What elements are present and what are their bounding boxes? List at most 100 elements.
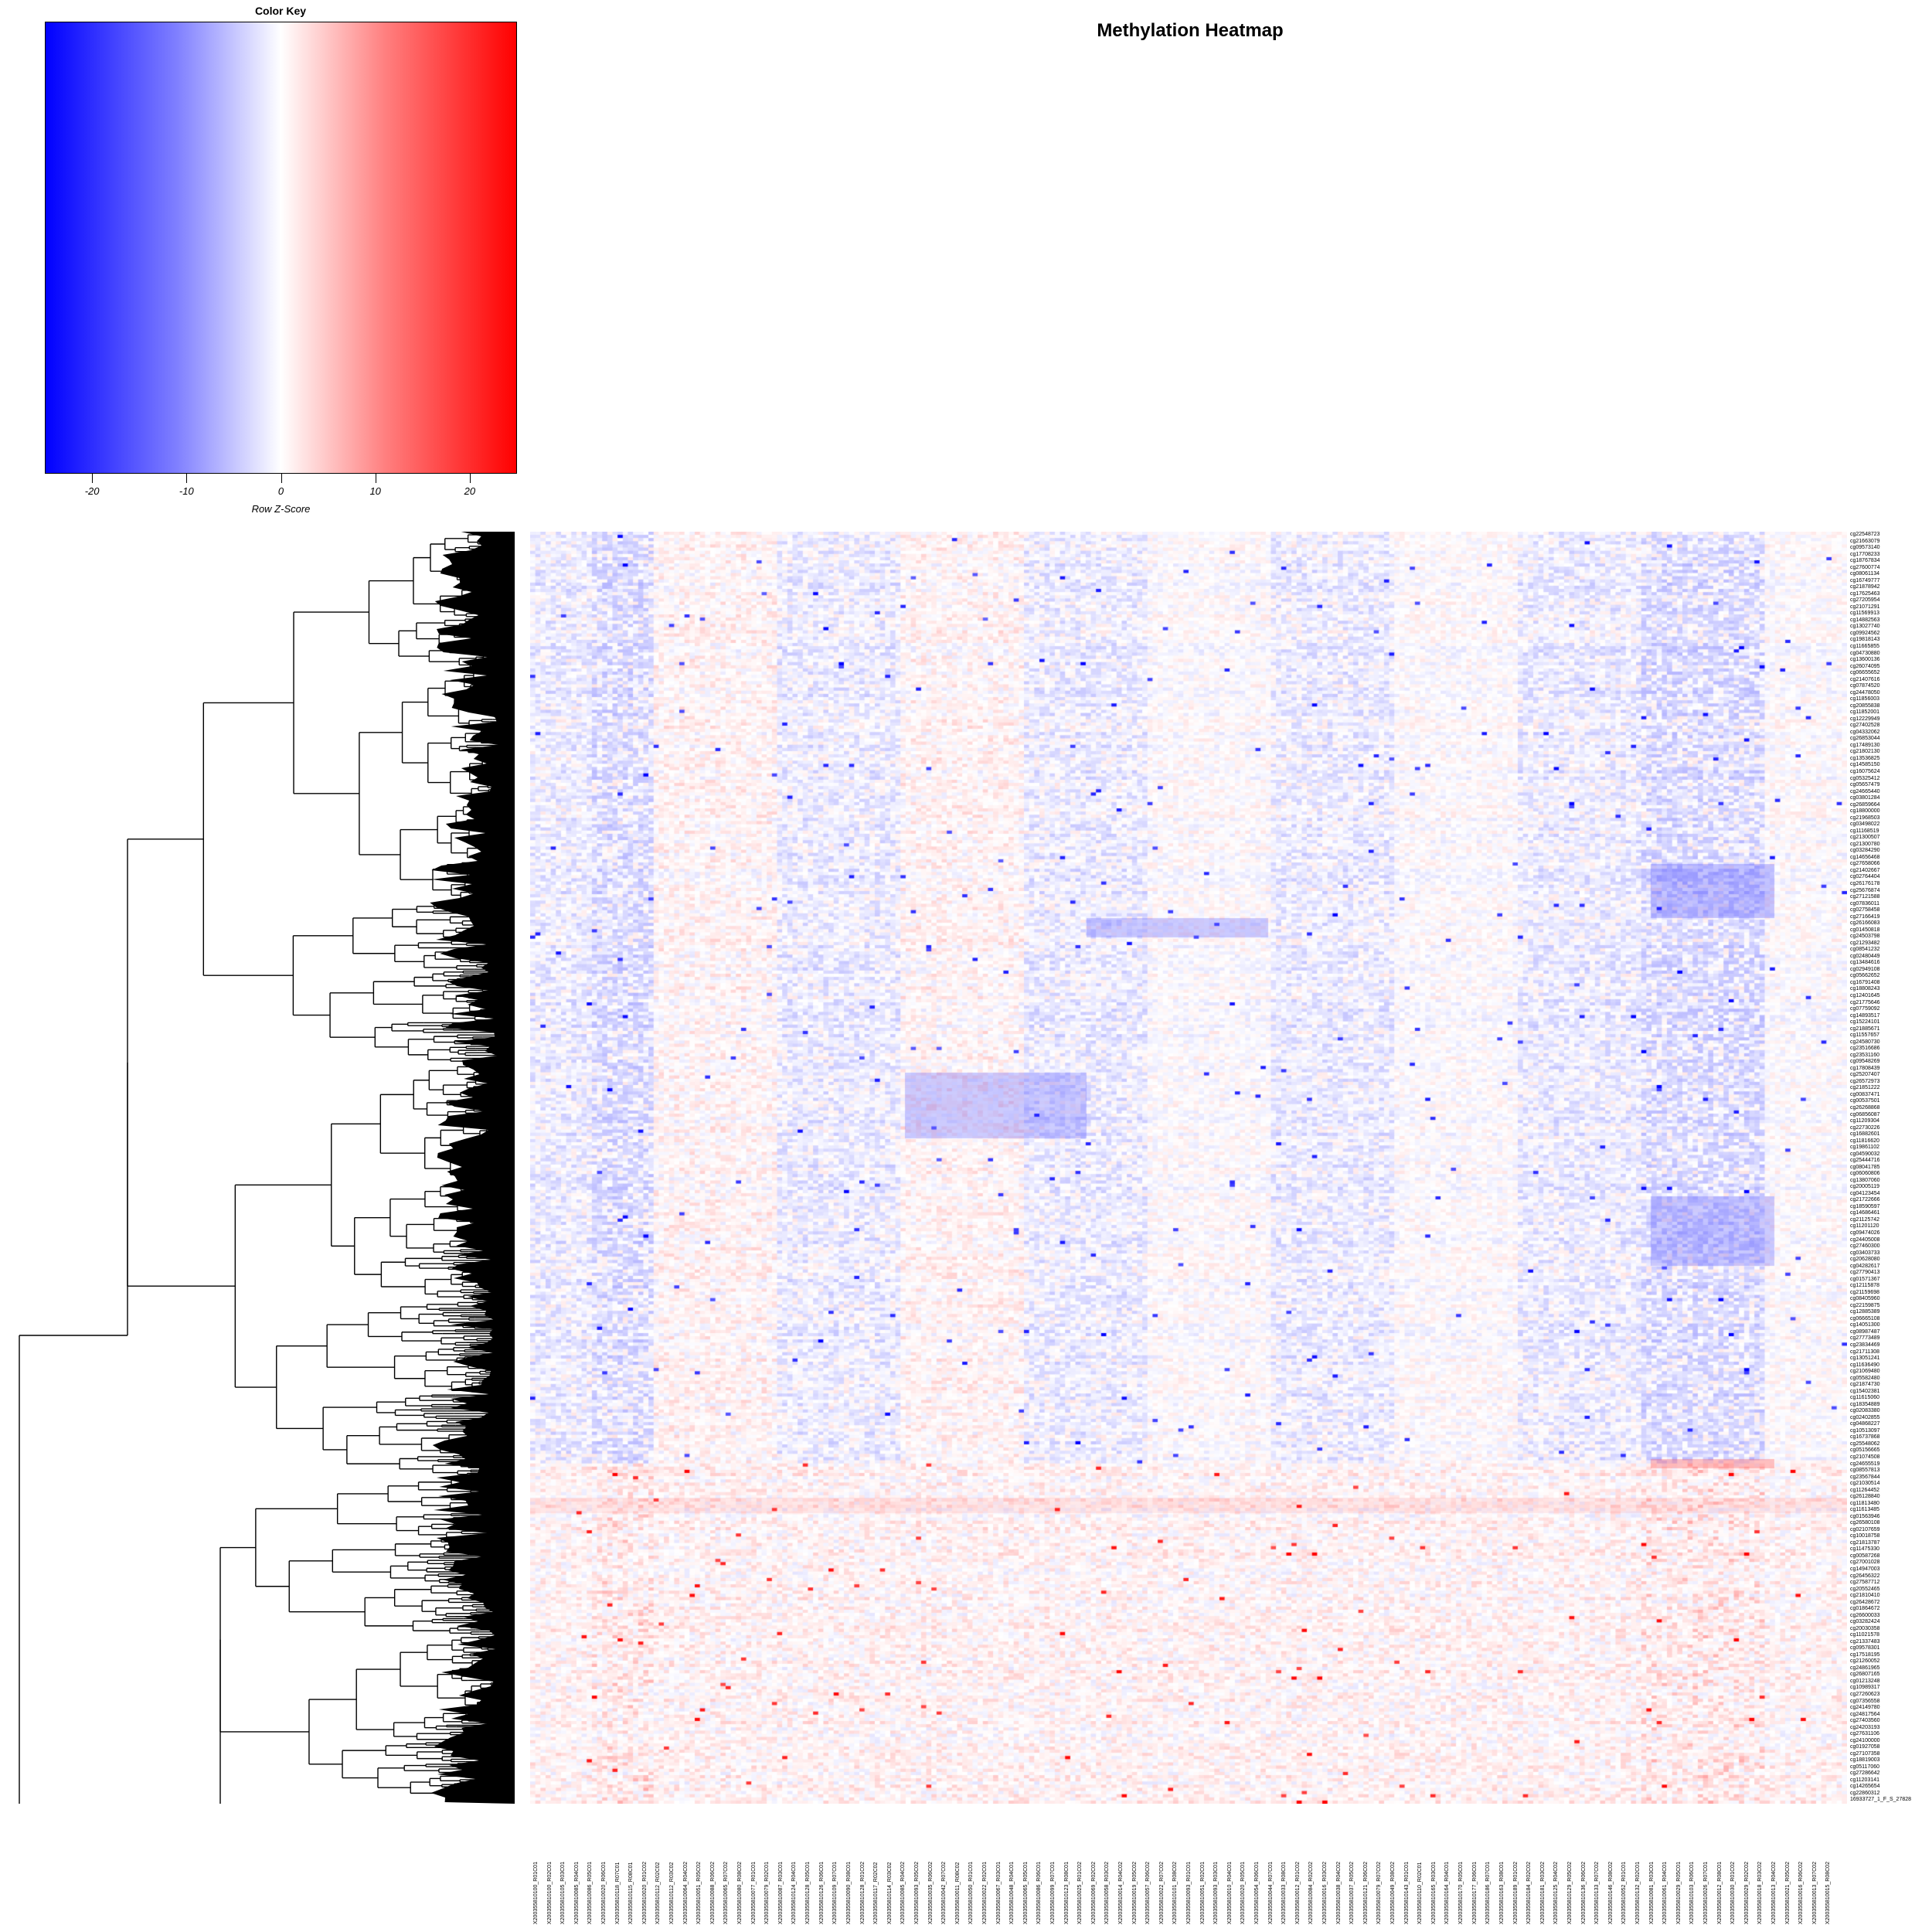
column-label: X200355810067_R03C01 [995, 1862, 1002, 1924]
row-label: cg21878942 [1850, 584, 1880, 590]
row-label: cg22730226 [1850, 1124, 1880, 1131]
column-label: X200355810105_R03C01 [560, 1862, 566, 1924]
row-label: cg17489130 [1850, 742, 1880, 748]
column-label: X200355810081_R03C01 [1648, 1862, 1655, 1924]
row-label: cg11856003 [1850, 696, 1880, 702]
column-label: X200355810133_R07C02 [1594, 1862, 1600, 1924]
column-label: X200355810054_R06C01 [1254, 1862, 1260, 1924]
column-label: X200355810065_R07C02 [723, 1862, 730, 1924]
row-label: cg09573140 [1850, 545, 1880, 551]
column-label: X200355810164_R04C01 [1444, 1862, 1451, 1924]
column-label: X200355810019_R05C02 [1131, 1862, 1138, 1924]
column-label: X200355810018_R03C02 [1757, 1862, 1764, 1924]
row-label: cg24203193 [1850, 1724, 1880, 1730]
row-label: cg11264452 [1850, 1487, 1880, 1493]
row-label: cg24100000 [1850, 1737, 1880, 1743]
column-label: X200355810010_R04C01 [1226, 1862, 1233, 1924]
column-label: X200355810065_R05C01 [1022, 1862, 1029, 1924]
column-label: X200355810090_R08C01 [845, 1862, 852, 1924]
column-label: X200355810064_R04C02 [682, 1862, 689, 1924]
row-label: cg11569913 [1850, 611, 1880, 617]
column-labels: X200355810100_R01C01 X200355810100_R02C01… [530, 1808, 1844, 1924]
column-label: X200355810030_R01C02 [1730, 1862, 1736, 1924]
column-label: X200355810049_R08C02 [1390, 1862, 1396, 1924]
column-label: X200355810042_R07C02 [941, 1862, 947, 1924]
column-label: X200355810093_R01C01 [1186, 1862, 1192, 1924]
row-label: cg23567844 [1850, 1474, 1880, 1480]
column-label: X200355810029_R02C02 [1743, 1862, 1750, 1924]
row-label: cg11021578 [1850, 1632, 1880, 1638]
row-label: cg11636490 [1850, 1362, 1880, 1368]
column-label: X200355810093_R05C02 [913, 1862, 920, 1924]
row-label: cg02480449 [1850, 953, 1880, 959]
row-label: cg24149780 [1850, 1705, 1880, 1711]
column-label: X200355810020_R06C01 [601, 1862, 607, 1924]
row-label: cg16882601 [1850, 1131, 1880, 1138]
column-label: X200355810143_R01C01 [1403, 1862, 1410, 1924]
row-label: cg27658066 [1850, 861, 1880, 867]
row-label: cg23834469 [1850, 1342, 1880, 1348]
chart-title: Methylation Heatmap [1097, 20, 1284, 41]
column-label: X200355810086_R06C01 [1036, 1862, 1043, 1924]
column-label: X200355810026_R07C01 [1702, 1862, 1709, 1924]
row-label: 16933727_1_F_S_27828 [1850, 1797, 1912, 1803]
row-label: cg11209304 [1850, 1118, 1880, 1124]
row-label: cg17808439 [1850, 1065, 1880, 1071]
row-label: cg21402667 [1850, 867, 1880, 873]
column-label: X200355810038_R04C02 [1335, 1862, 1342, 1924]
row-label: cg02402855 [1850, 1414, 1880, 1420]
row-label: cg03284290 [1850, 848, 1880, 854]
row-label: cg27286642 [1850, 1770, 1880, 1777]
row-label: cg04332062 [1850, 729, 1880, 735]
row-label: cg21300780 [1850, 841, 1880, 847]
row-label: cg01571367 [1850, 1276, 1880, 1282]
row-label: cg05582480 [1850, 1375, 1880, 1381]
row-label: cg14947003 [1850, 1566, 1880, 1572]
row-label: cg08557813 [1850, 1468, 1880, 1474]
row-label: cg21711308 [1850, 1349, 1880, 1355]
column-label: X200355810020_R01C02 [641, 1862, 648, 1924]
column-label: X200355810128_R01C02 [859, 1862, 866, 1924]
row-label: cg27166419 [1850, 913, 1880, 920]
row-label: cg03801284 [1850, 795, 1880, 801]
column-label: X200355810099_R07C01 [1049, 1862, 1056, 1924]
row-label: cg04868227 [1850, 1421, 1880, 1427]
row-label: cg11613485 [1850, 1507, 1880, 1513]
row-label: cg09578301 [1850, 1645, 1880, 1651]
column-label: X200355810051_R05C02 [696, 1862, 702, 1924]
row-label: cg15224101 [1850, 1019, 1880, 1026]
column-label: X200355810014_R04C02 [1117, 1862, 1124, 1924]
column-label: X200355810013_R04C02 [1770, 1862, 1777, 1924]
color-key-tick [186, 474, 188, 483]
row-label: cg21074508 [1850, 1454, 1880, 1460]
column-label: X200355810021_R05C02 [1784, 1862, 1791, 1924]
row-label: cg11813480 [1850, 1500, 1880, 1506]
row-label: cg21802130 [1850, 749, 1880, 755]
row-label: cg17518195 [1850, 1651, 1880, 1658]
row-label: cg02758458 [1850, 907, 1880, 913]
row-label: cg16075624 [1850, 769, 1880, 775]
column-label: X200355810013_R07C02 [1811, 1862, 1818, 1924]
row-label: cg27460300 [1850, 1243, 1880, 1250]
column-label: X200355810035_R06C02 [927, 1862, 934, 1924]
row-label: cg21407616 [1850, 676, 1880, 682]
column-label: X200355810048_R04C01 [1009, 1862, 1015, 1924]
row-label: cg12401645 [1850, 992, 1880, 998]
row-label: cg07874520 [1850, 683, 1880, 689]
row-label: cg11615060 [1850, 1395, 1880, 1401]
column-label: X200355810186_R07C01 [1485, 1862, 1492, 1924]
row-label: cg21813787 [1850, 1539, 1880, 1546]
row-label: cg27631106 [1850, 1731, 1880, 1737]
column-label: X200355810132_R02C01 [1634, 1862, 1641, 1924]
row-label: cg09474026 [1850, 1230, 1880, 1236]
row-label: cg25444716 [1850, 1158, 1880, 1164]
column-label: X200355810103_R06C01 [1689, 1862, 1696, 1924]
row-label: cg01213248 [1850, 1678, 1880, 1684]
color-key-tick-label: 20 [464, 485, 476, 497]
color-key-title: Color Key [254, 5, 307, 17]
column-label: X200355810033_R08C01 [1281, 1862, 1287, 1924]
column-label: X200355810124_R04C01 [791, 1862, 798, 1924]
row-label: cg27121588 [1850, 894, 1880, 900]
row-label: cg21030514 [1850, 1481, 1880, 1487]
column-label: X200355810050_R01C01 [968, 1862, 975, 1924]
